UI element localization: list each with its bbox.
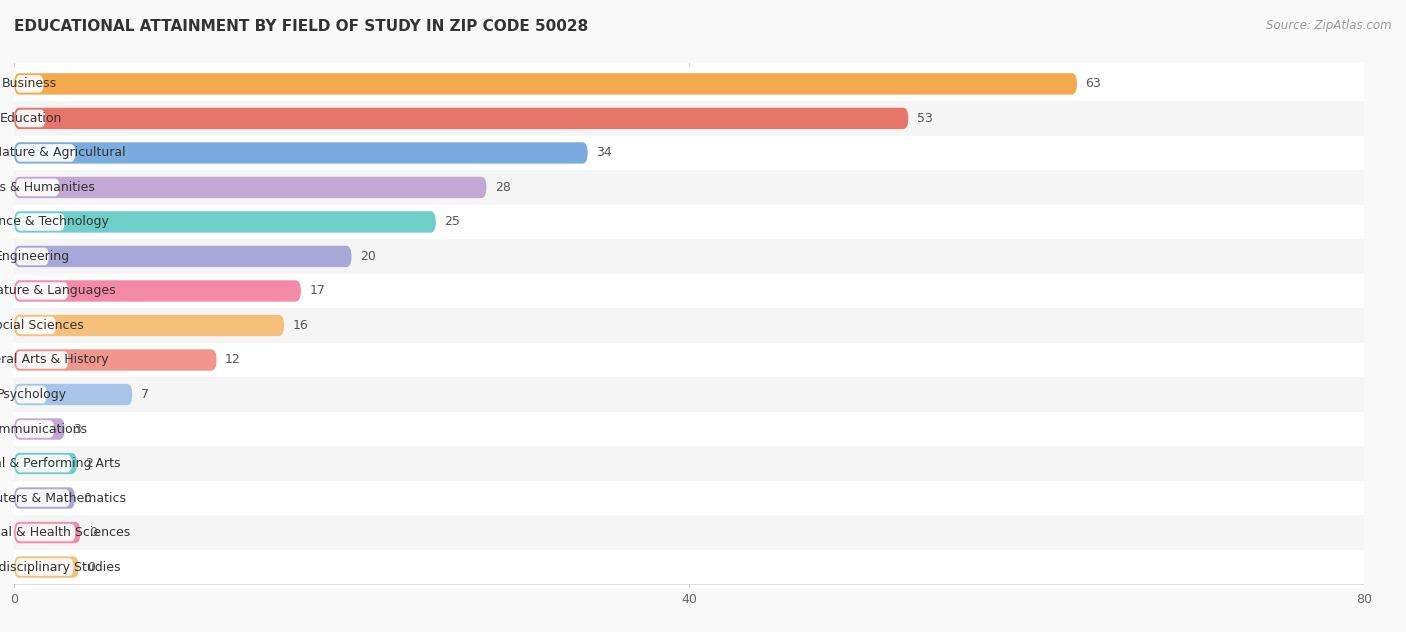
FancyBboxPatch shape	[15, 179, 59, 196]
Text: 0: 0	[87, 561, 96, 574]
Text: Arts & Humanities: Arts & Humanities	[0, 181, 94, 194]
FancyBboxPatch shape	[14, 315, 284, 336]
Text: Engineering: Engineering	[0, 250, 70, 263]
FancyBboxPatch shape	[14, 418, 65, 440]
FancyBboxPatch shape	[14, 170, 1364, 205]
Text: Bio, Nature & Agricultural: Bio, Nature & Agricultural	[0, 147, 127, 159]
Text: 17: 17	[309, 284, 325, 298]
FancyBboxPatch shape	[14, 246, 352, 267]
FancyBboxPatch shape	[14, 308, 1364, 343]
FancyBboxPatch shape	[14, 377, 1364, 412]
Text: 25: 25	[444, 216, 460, 228]
FancyBboxPatch shape	[14, 515, 1364, 550]
FancyBboxPatch shape	[14, 550, 1364, 585]
FancyBboxPatch shape	[14, 481, 1364, 515]
FancyBboxPatch shape	[15, 75, 44, 93]
FancyBboxPatch shape	[14, 487, 75, 509]
Text: Communications: Communications	[0, 423, 87, 435]
Text: 12: 12	[225, 353, 240, 367]
FancyBboxPatch shape	[15, 283, 69, 300]
Text: Multidisciplinary Studies: Multidisciplinary Studies	[0, 561, 121, 574]
Text: Literature & Languages: Literature & Languages	[0, 284, 115, 298]
Text: 7: 7	[141, 388, 149, 401]
Text: Visual & Performing Arts: Visual & Performing Arts	[0, 457, 120, 470]
FancyBboxPatch shape	[14, 142, 588, 164]
FancyBboxPatch shape	[14, 556, 79, 578]
Text: 53: 53	[917, 112, 932, 125]
FancyBboxPatch shape	[14, 136, 1364, 170]
FancyBboxPatch shape	[15, 524, 76, 542]
Text: 3: 3	[73, 423, 82, 435]
Text: 2: 2	[86, 457, 93, 470]
FancyBboxPatch shape	[14, 101, 1364, 136]
FancyBboxPatch shape	[14, 73, 1077, 95]
FancyBboxPatch shape	[14, 343, 1364, 377]
FancyBboxPatch shape	[15, 455, 72, 472]
FancyBboxPatch shape	[14, 446, 1364, 481]
Text: 28: 28	[495, 181, 510, 194]
Text: 0: 0	[89, 526, 97, 539]
FancyBboxPatch shape	[15, 386, 46, 403]
Text: 0: 0	[83, 492, 91, 504]
FancyBboxPatch shape	[14, 177, 486, 198]
FancyBboxPatch shape	[14, 412, 1364, 446]
FancyBboxPatch shape	[15, 351, 69, 368]
FancyBboxPatch shape	[15, 558, 73, 576]
Text: Liberal Arts & History: Liberal Arts & History	[0, 353, 108, 367]
Text: Social Sciences: Social Sciences	[0, 319, 84, 332]
FancyBboxPatch shape	[14, 349, 217, 371]
Text: Business: Business	[1, 77, 58, 90]
Text: Education: Education	[0, 112, 62, 125]
FancyBboxPatch shape	[14, 239, 1364, 274]
FancyBboxPatch shape	[15, 420, 53, 438]
FancyBboxPatch shape	[14, 107, 908, 129]
FancyBboxPatch shape	[14, 66, 1364, 101]
Text: 34: 34	[596, 147, 612, 159]
Text: Science & Technology: Science & Technology	[0, 216, 108, 228]
FancyBboxPatch shape	[14, 274, 1364, 308]
Text: EDUCATIONAL ATTAINMENT BY FIELD OF STUDY IN ZIP CODE 50028: EDUCATIONAL ATTAINMENT BY FIELD OF STUDY…	[14, 19, 588, 34]
Text: Psychology: Psychology	[0, 388, 66, 401]
Text: 16: 16	[292, 319, 308, 332]
FancyBboxPatch shape	[14, 453, 77, 474]
FancyBboxPatch shape	[15, 213, 65, 231]
Text: Source: ZipAtlas.com: Source: ZipAtlas.com	[1267, 19, 1392, 32]
FancyBboxPatch shape	[15, 144, 76, 162]
FancyBboxPatch shape	[14, 205, 1364, 239]
FancyBboxPatch shape	[14, 384, 132, 405]
FancyBboxPatch shape	[15, 317, 56, 334]
FancyBboxPatch shape	[14, 522, 80, 544]
Text: Computers & Mathematics: Computers & Mathematics	[0, 492, 127, 504]
Text: Physical & Health Sciences: Physical & Health Sciences	[0, 526, 131, 539]
FancyBboxPatch shape	[14, 211, 436, 233]
FancyBboxPatch shape	[15, 109, 45, 127]
FancyBboxPatch shape	[15, 248, 49, 265]
FancyBboxPatch shape	[15, 489, 70, 507]
FancyBboxPatch shape	[14, 280, 301, 301]
Text: 63: 63	[1085, 77, 1101, 90]
Text: 20: 20	[360, 250, 375, 263]
